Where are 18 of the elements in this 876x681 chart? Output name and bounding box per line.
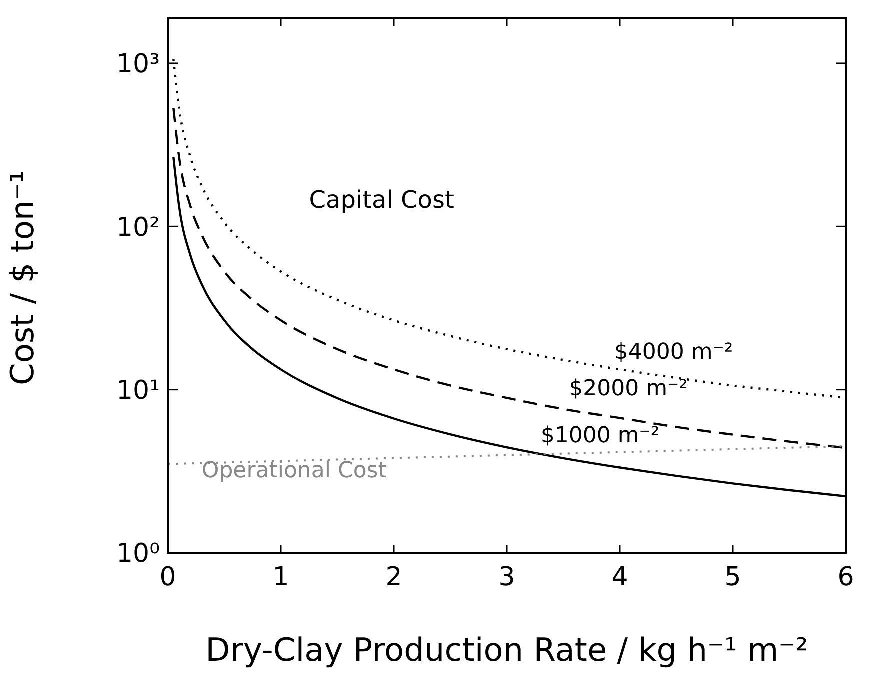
x-tick-label: 5 xyxy=(724,562,742,592)
series-label: Operational Cost xyxy=(202,458,388,484)
x-tick-label: 2 xyxy=(386,562,402,592)
y-tick-label: 10³ xyxy=(116,50,160,80)
x-axis-title: Dry-Clay Production Rate / kg h⁻¹ m⁻² xyxy=(206,631,808,669)
y-tick-label: 10¹ xyxy=(116,376,160,406)
annotation: Capital Cost xyxy=(309,186,454,214)
y-tick-label: 10⁰ xyxy=(116,539,160,570)
x-tick-label: 4 xyxy=(612,562,628,592)
x-tick-label: 6 xyxy=(838,562,854,592)
y-axis-title: Cost / $ ton⁻¹ xyxy=(3,170,42,386)
series-label: $1000 m⁻² xyxy=(540,424,660,449)
x-tick-label: 1 xyxy=(272,562,290,592)
series-label: $2000 m⁻² xyxy=(569,376,688,402)
y-tick-label: 10² xyxy=(116,212,160,243)
series-label: $4000 m⁻² xyxy=(614,340,734,365)
x-tick-label: 0 xyxy=(160,562,176,592)
x-tick-label: 3 xyxy=(498,562,516,592)
